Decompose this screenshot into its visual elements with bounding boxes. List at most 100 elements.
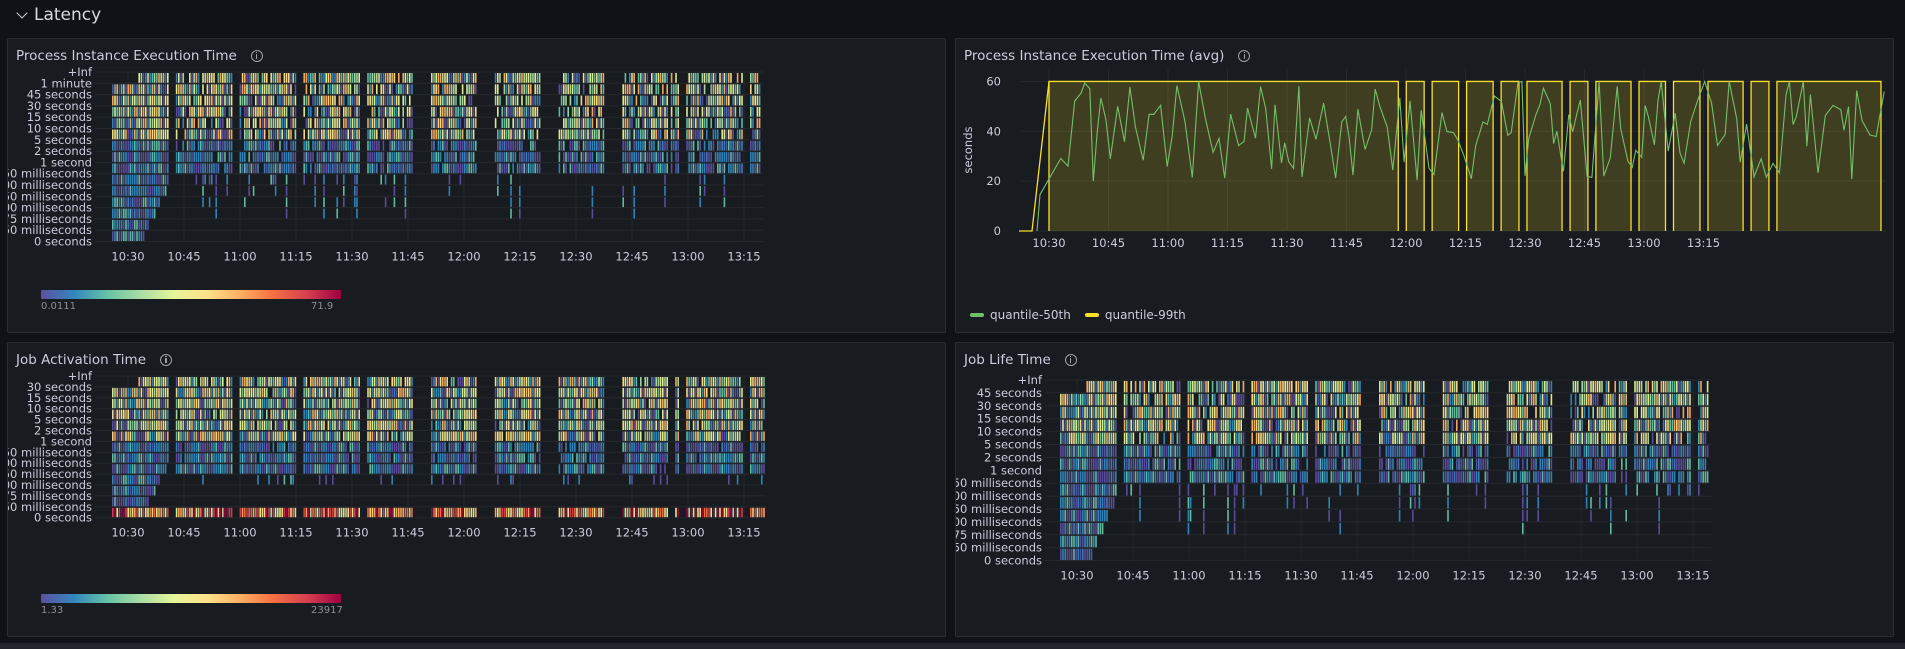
heatmap-cell	[178, 398, 180, 409]
heatmap-cell	[1075, 548, 1077, 561]
heatmap-cell	[470, 95, 473, 106]
heatmap-cell	[263, 95, 266, 106]
heatmap-cell	[521, 163, 523, 174]
panel-job-activation-time[interactable]: Job Activation Time +Inf 30 seconds 15 sec…	[7, 342, 946, 637]
heatmap-cell	[318, 453, 321, 463]
heatmap-cell	[538, 507, 541, 518]
heatmap-cell	[120, 174, 123, 185]
row-header-latency[interactable]: Latency	[14, 4, 101, 26]
heatmap-cell	[448, 453, 451, 463]
heatmap-cell	[512, 152, 514, 162]
heatmap-cell	[114, 174, 116, 185]
heatmap-cell	[182, 431, 184, 441]
heatmap-cell	[246, 431, 248, 441]
heatmap-cell	[675, 409, 677, 420]
heatmap-cell	[230, 409, 233, 420]
panel-process-instance-execution-time[interactable]: Process Instance Execution Time +Inf 1 mi…	[7, 38, 946, 333]
heatmap-cell	[692, 152, 695, 162]
heatmap-cell	[164, 420, 167, 430]
info-icon[interactable]	[250, 50, 263, 62]
info-icon[interactable]	[1238, 50, 1251, 62]
heatmap-cell	[343, 118, 345, 128]
heatmap-cell	[129, 387, 132, 398]
heatmap-cell	[213, 377, 215, 387]
heatmap-cell	[510, 140, 512, 151]
heatmap-cell	[578, 442, 580, 452]
heatmap-cell	[1079, 432, 1082, 444]
heatmap-cell	[567, 387, 569, 398]
heatmap-cell	[459, 73, 462, 83]
heatmap-cell	[369, 84, 371, 95]
heatmap-cell	[211, 464, 213, 474]
heatmap-cell	[732, 129, 734, 140]
heatmap-cell	[277, 118, 279, 128]
heatmap-cell	[455, 106, 457, 117]
heatmap-cell	[164, 377, 167, 387]
legend-item-quantile-99th[interactable]: quantile-99th	[1084, 308, 1186, 322]
heatmap-cell	[629, 398, 631, 409]
heatmap-cell	[327, 377, 330, 387]
heatmap-cell	[327, 106, 330, 117]
heatmap-cell	[195, 84, 198, 95]
heatmap-cell	[125, 475, 127, 485]
heatmap-cell	[534, 377, 536, 387]
heatmap-cell	[686, 140, 688, 151]
info-icon[interactable]	[1064, 354, 1077, 366]
info-icon[interactable]	[160, 354, 173, 366]
heatmap-cell	[472, 84, 475, 95]
heatmap-cell	[283, 140, 286, 151]
heatmap-cell	[530, 106, 532, 117]
heatmap-cell	[1086, 445, 1088, 457]
heatmap-cell	[325, 118, 327, 128]
heatmap-cell	[208, 442, 211, 452]
heatmap-cell	[222, 377, 224, 387]
heatmap-cell	[446, 163, 448, 174]
heatmap-cell	[712, 409, 715, 420]
heatmap-cell	[323, 140, 325, 151]
heatmap-cell	[149, 464, 151, 474]
heatmap-cell	[444, 409, 446, 420]
heatmap-cell	[534, 398, 536, 409]
heatmap-cell	[695, 106, 697, 117]
heatmap-cell	[314, 118, 316, 128]
heatmap-cell	[147, 496, 149, 507]
heatmap-cell	[459, 431, 462, 441]
heatmap-cell	[266, 140, 268, 151]
heatmap-cell	[653, 431, 655, 441]
heatmap-cell	[538, 464, 541, 474]
heatmap-cell	[703, 73, 706, 83]
heatmap-cell	[1073, 497, 1075, 509]
heatmap-cell	[340, 73, 343, 83]
heatmap-cell	[404, 73, 407, 83]
heatmap-cell	[1062, 535, 1064, 548]
legend-item-quantile-50th[interactable]: quantile-50th	[970, 308, 1071, 322]
y-tick-label: 2 seconds	[34, 424, 92, 438]
heatmap-cell	[257, 129, 259, 140]
heatmap-cell	[501, 118, 503, 128]
heatmap-cell	[404, 420, 407, 430]
heatmap-cell	[272, 118, 275, 128]
panel-job-life-time[interactable]: Job Life Time +Inf 45 seconds 30 seconds 15…	[955, 342, 1894, 637]
heatmap-cell	[318, 140, 321, 151]
heatmap-cell	[505, 464, 508, 474]
panel-process-instance-execution-time-avg[interactable]: Process Instance Execution Time (avg) se…	[955, 38, 1894, 333]
heatmap-cell	[750, 387, 752, 398]
heatmap-cell	[323, 442, 325, 452]
heatmap-cell	[116, 475, 118, 485]
heatmap-cell	[512, 129, 514, 140]
heatmap-cell	[217, 95, 220, 106]
heatmap-cell	[164, 398, 167, 409]
heatmap-cell	[268, 475, 270, 485]
heatmap-cell	[325, 387, 327, 398]
heatmap-cell	[138, 174, 140, 185]
heatmap-cell	[336, 152, 338, 162]
heatmap-cell	[626, 453, 629, 463]
heatmap-cell	[145, 486, 147, 496]
panel-title: Process Instance Execution Time	[16, 46, 263, 66]
heatmap-cell	[750, 95, 752, 106]
heatmap-cell	[127, 163, 129, 174]
